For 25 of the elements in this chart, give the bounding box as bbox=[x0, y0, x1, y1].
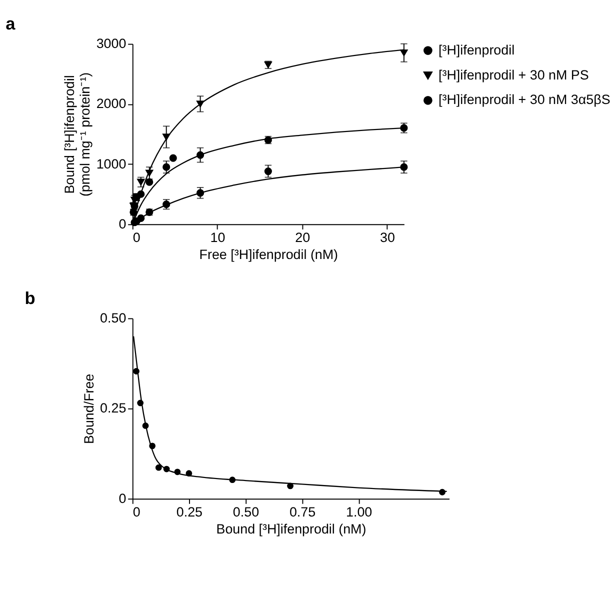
x-tick-label: 0 bbox=[132, 230, 140, 245]
legend-label: [³H]ifenprodil + 30 nM 3α5βS bbox=[438, 92, 610, 108]
legend-label: [³H]ifenprodil bbox=[438, 42, 515, 58]
y-tick-label: 0.50 bbox=[100, 310, 126, 326]
y-axis-title: Bound [³H]ifenprodil (pmol mg⁻¹ protein⁻¹) bbox=[62, 72, 93, 197]
y-tick-label: 2000 bbox=[96, 96, 126, 112]
y-tick-label: 1000 bbox=[96, 156, 126, 172]
chart-title: a bbox=[6, 13, 16, 34]
chart-title: b bbox=[24, 288, 36, 308]
y-tick-label: 0 bbox=[118, 490, 126, 506]
y-tick-label: 0 bbox=[118, 216, 126, 232]
x-tick-label: 20 bbox=[295, 230, 310, 245]
x-axis-title: Bound [³H]ifenprodil (nM) bbox=[216, 522, 366, 537]
x-tick-label: 1.00 bbox=[346, 504, 372, 520]
x-tick-label: 0.25 bbox=[176, 504, 202, 520]
x-tick-label: 30 bbox=[380, 230, 395, 245]
x-tick-label: 10 bbox=[210, 230, 226, 245]
y-tick-label: 0.25 bbox=[100, 400, 126, 416]
x-tick-label: 0 bbox=[132, 504, 140, 520]
y-tick-label: 3000 bbox=[96, 36, 126, 52]
y-axis-title: Bound/Free bbox=[81, 374, 96, 444]
x-tick-label: 0.75 bbox=[289, 504, 316, 520]
x-axis-title: Free [³H]ifenprodil (nM) bbox=[199, 247, 338, 262]
x-tick-label: 0.50 bbox=[232, 504, 260, 520]
legend-label: [³H]ifenprodil + 30 nM PS bbox=[438, 67, 589, 82]
